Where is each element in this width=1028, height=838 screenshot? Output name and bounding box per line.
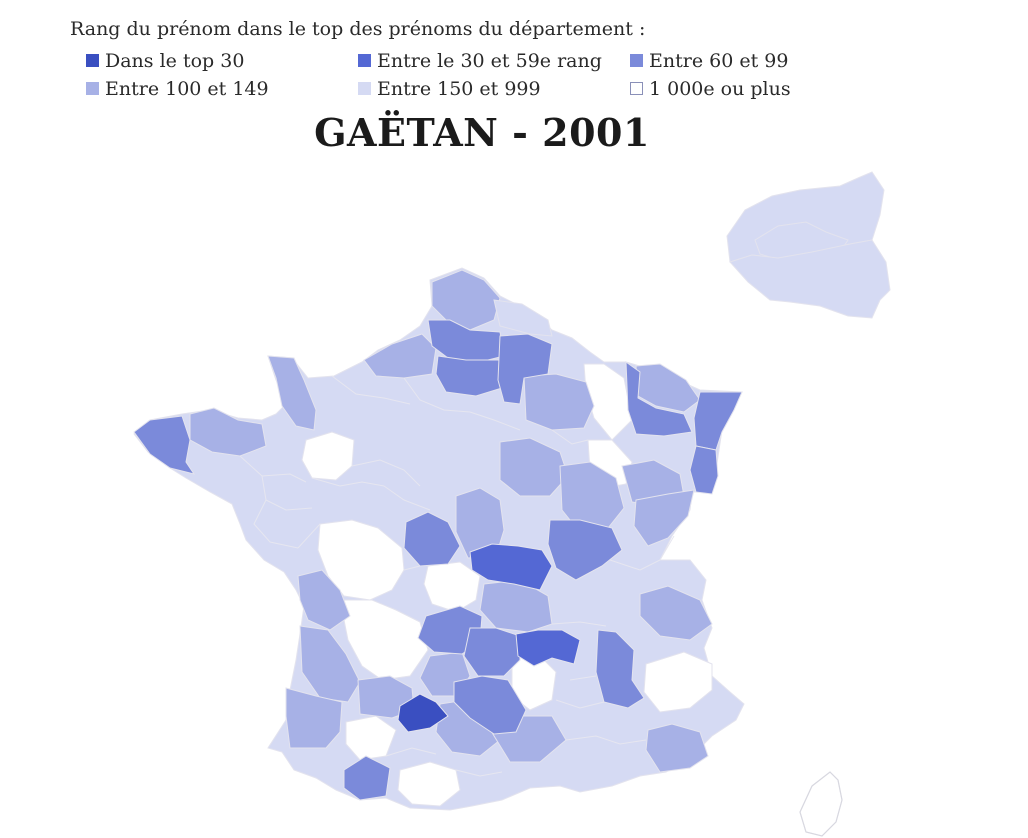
legend-swatch bbox=[358, 82, 371, 95]
department-aube bbox=[499, 437, 569, 497]
department-haut-rhin bbox=[689, 445, 719, 495]
legend-swatch bbox=[86, 82, 99, 95]
department-marne bbox=[523, 373, 595, 431]
department-nord bbox=[431, 269, 501, 331]
department-aisne bbox=[497, 333, 553, 405]
legend-item-100-149: Entre 100 et 149 bbox=[86, 77, 358, 100]
department-white-8 bbox=[643, 651, 713, 713]
department-white-6 bbox=[339, 599, 429, 681]
department-corse bbox=[799, 771, 843, 837]
paris-inset bbox=[726, 171, 891, 319]
department-aisne-north bbox=[493, 299, 553, 337]
department-seine-maritime bbox=[363, 333, 437, 379]
department-oise bbox=[435, 355, 503, 397]
department-corse-outline bbox=[799, 771, 843, 837]
department-gironde bbox=[285, 687, 343, 749]
legend-title: Rang du prénom dans le top des prénoms d… bbox=[70, 18, 646, 40]
legend-label: 1 000e ou plus bbox=[649, 77, 791, 100]
department-aveyron bbox=[453, 675, 527, 735]
department-pyrenees-est bbox=[343, 755, 391, 801]
department-tarn-et-garonne bbox=[397, 693, 449, 733]
department-moselle bbox=[635, 363, 701, 413]
department-inset-south bbox=[729, 239, 891, 319]
legend-swatch bbox=[630, 82, 643, 95]
legend-item-30-59: Entre le 30 et 59e rang bbox=[358, 49, 630, 72]
department-haute-marne bbox=[559, 461, 625, 531]
legend-swatch bbox=[86, 54, 99, 67]
legend-label: Entre 100 et 149 bbox=[105, 77, 269, 100]
department-haute-loire bbox=[463, 627, 521, 677]
department-var bbox=[645, 723, 709, 773]
legend-label: Entre 60 et 99 bbox=[649, 49, 789, 72]
legend: Dans le top 30 Entre le 30 et 59e rang E… bbox=[86, 49, 846, 100]
legend-item-1000-plus: 1 000e ou plus bbox=[630, 77, 846, 100]
department-cher bbox=[469, 543, 553, 591]
legend-label: Entre le 30 et 59e rang bbox=[377, 49, 602, 72]
legend-item-60-99: Entre 60 et 99 bbox=[630, 49, 846, 72]
department-yonne bbox=[455, 487, 505, 559]
department-sarthe bbox=[403, 511, 461, 567]
legend-item-top-30: Dans le top 30 bbox=[86, 49, 358, 72]
department-white-4 bbox=[317, 519, 405, 601]
department-white-10 bbox=[397, 761, 461, 807]
department-drome bbox=[595, 629, 645, 709]
department-meurthe-moselle bbox=[625, 360, 693, 437]
department-doubs bbox=[633, 489, 695, 547]
legend-swatch bbox=[630, 54, 643, 67]
legend-label: Dans le top 30 bbox=[105, 49, 245, 72]
department-manche bbox=[267, 355, 317, 431]
department-lozere bbox=[515, 629, 581, 667]
department-white-1 bbox=[301, 431, 355, 481]
department-cotes-armor bbox=[189, 407, 267, 457]
legend-label: Entre 150 et 999 bbox=[377, 77, 541, 100]
inner-boundaries bbox=[239, 375, 675, 777]
department-white-5 bbox=[423, 561, 481, 613]
department-saone-loire bbox=[547, 519, 623, 581]
map-title: GAËTAN - 2001 bbox=[314, 110, 650, 155]
department-finistere bbox=[133, 415, 196, 475]
department-vendee bbox=[297, 569, 351, 631]
department-bas-rhin bbox=[693, 391, 743, 451]
legend-swatch bbox=[358, 54, 371, 67]
legend-item-150-999: Entre 150 et 999 bbox=[358, 77, 630, 100]
department-isere-east bbox=[639, 585, 713, 641]
department-charente-maritime bbox=[299, 625, 361, 703]
